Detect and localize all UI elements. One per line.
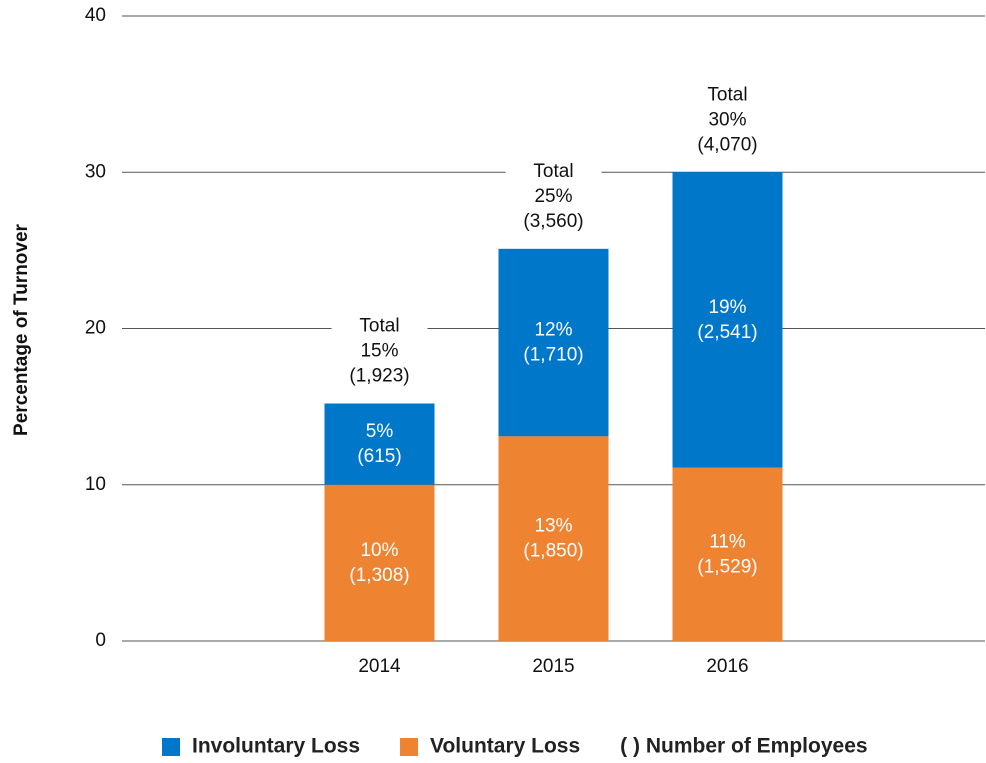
total-label: 15% bbox=[360, 341, 398, 362]
total-title: Total bbox=[359, 316, 399, 337]
y-tick-label: 10 bbox=[85, 474, 106, 495]
total-label-bg bbox=[331, 311, 428, 400]
x-tick-label: 2014 bbox=[358, 656, 401, 677]
value-label: 10% bbox=[360, 540, 398, 561]
bar-segment bbox=[498, 248, 609, 437]
value-label: 19% bbox=[708, 297, 746, 318]
y-tick-label: 20 bbox=[85, 318, 106, 339]
employee-label: (2,541) bbox=[697, 322, 757, 343]
bar-segment bbox=[672, 172, 783, 468]
value-label: 13% bbox=[534, 516, 572, 537]
bar-segment bbox=[498, 436, 609, 641]
x-tick-label: 2016 bbox=[706, 656, 748, 677]
employee-label: (1,850) bbox=[523, 541, 583, 562]
total-label: 25% bbox=[534, 186, 572, 207]
bar-segment bbox=[324, 484, 435, 641]
total-employee-label: (1,923) bbox=[349, 366, 409, 387]
total-employee-label: (4,070) bbox=[697, 134, 757, 155]
value-label: 12% bbox=[534, 320, 572, 341]
legend-label: Voluntary Loss bbox=[430, 735, 580, 758]
total-employee-label: (3,560) bbox=[523, 211, 583, 232]
employee-label: (1,529) bbox=[697, 556, 757, 577]
y-tick-label: 30 bbox=[85, 161, 106, 182]
y-axis-label: Percentage of Turnover bbox=[11, 223, 32, 435]
x-tick-label: 2015 bbox=[532, 656, 574, 677]
value-label: 5% bbox=[366, 421, 394, 442]
legend-swatch bbox=[400, 738, 419, 756]
bar-segment bbox=[324, 403, 435, 485]
total-title: Total bbox=[533, 161, 573, 182]
y-tick-label: 0 bbox=[95, 630, 106, 651]
employee-label: (1,710) bbox=[523, 345, 583, 366]
employee-label: (615) bbox=[357, 446, 401, 467]
total-label-bg bbox=[679, 80, 776, 169]
value-label: 11% bbox=[709, 531, 746, 552]
total-label-bg bbox=[505, 156, 602, 245]
employee-label: (1,308) bbox=[349, 565, 409, 586]
legend-label: Involuntary Loss bbox=[192, 735, 360, 758]
total-label: 30% bbox=[708, 109, 746, 130]
legend-note: ( ) Number of Employees bbox=[620, 735, 867, 758]
total-title: Total bbox=[707, 84, 747, 105]
y-tick-label: 40 bbox=[85, 5, 106, 26]
legend-swatch bbox=[162, 738, 180, 756]
bar-segment bbox=[672, 467, 783, 641]
